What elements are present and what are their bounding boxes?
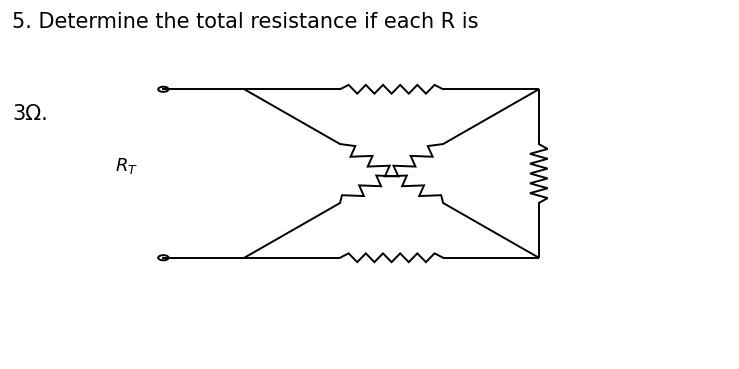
Text: 3Ω.: 3Ω. [13,104,48,124]
Text: 5. Determine the total resistance if each R is: 5. Determine the total resistance if eac… [13,13,479,32]
Text: $R_T$: $R_T$ [115,156,138,176]
